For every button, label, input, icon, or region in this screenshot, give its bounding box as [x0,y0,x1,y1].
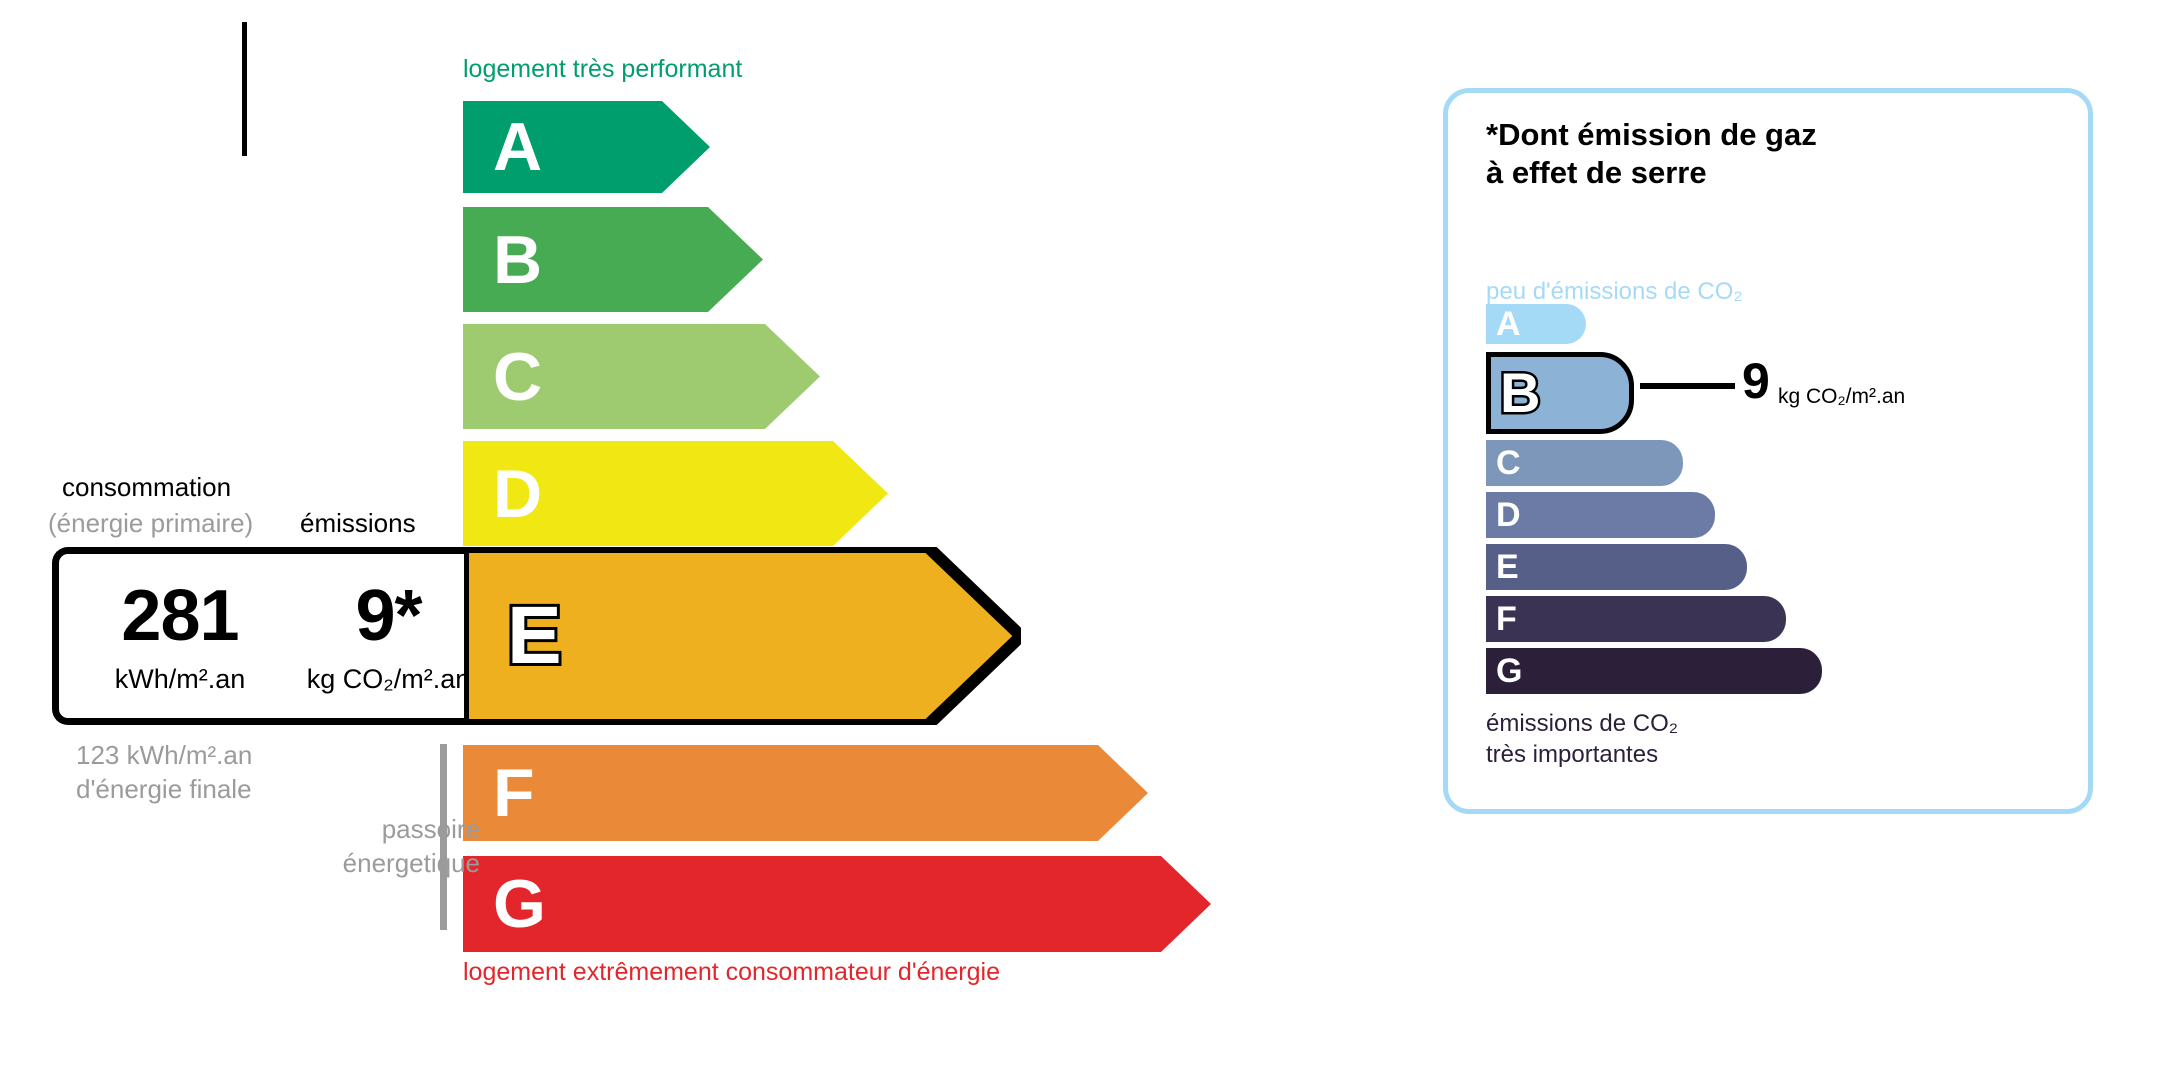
consumption-header-label: consommation [62,472,232,502]
co2-letter-a: A [1496,305,1521,343]
energy-letter-d: D [493,455,543,532]
co2-leader-line [1640,383,1735,389]
emissions-value: 9* [355,576,422,656]
energy-bar-g [463,856,1211,952]
energy-letter-b: B [493,221,543,298]
co2-bar-e [1486,544,1747,590]
energy-row-b: B [463,207,763,312]
energy-bar-b [463,207,763,312]
co2-row-f: F [1486,596,1786,642]
energy-row-a: A [463,101,710,193]
passoire-energetique-label: passoire énergetique [342,814,480,879]
energy-bar-d [463,441,888,546]
co2-bar-a [1486,304,1586,344]
co2-row-c: C [1486,440,1683,486]
consumption-unit: kWh/m².an [114,664,246,694]
energy-bar-c [463,324,820,429]
co2-bottom-caption: émissions de CO₂ très importantes [1486,710,1679,769]
energy-row-c: C [463,324,820,429]
consumption-value: 281 [121,576,239,656]
co2-bar-f [1486,596,1786,642]
co2-bar-d [1486,492,1715,538]
co2-value-unit: kg CO₂/m².an [1778,385,1906,408]
energy-row-g: G [463,856,1211,952]
energy-bottom-caption: logement extrêmement consommateur d'éner… [463,958,1000,986]
co2-bar-c [1486,440,1683,486]
co2-top-caption: peu d'émissions de CO₂ [1486,278,1743,305]
energy-value-box: 281 kWh/m².an 9* kg CO₂/m².an [52,547,470,725]
co2-letter-f: F [1496,600,1517,638]
energy-letter-f: F [493,755,535,831]
energy-letter-e: E [504,590,565,681]
energy-letter-a: A [493,109,543,185]
energy-letter-g: G [493,866,546,942]
co2-letter-g: G [1496,652,1523,690]
co2-value: 9 [1742,353,1770,409]
co2-letter-d: D [1496,496,1521,534]
co2-panel-title: *Dont émission de gaz à effet de serre [1486,117,1817,190]
value-box-divider [242,22,247,156]
consumption-header-sublabel: (énergie primaire) [48,508,254,538]
co2-row-b: B [1486,352,1634,434]
energy-row-e: E [463,547,1021,725]
emissions-cell: 9* kg CO₂/m².an [306,554,471,718]
co2-row-e: E [1486,544,1747,590]
co2-row-d: D [1486,492,1715,538]
co2-bar-b [1486,352,1634,434]
energy-bar-f [463,745,1148,841]
co2-letter-e: E [1496,548,1519,586]
energy-bar-e [463,547,1021,725]
consumption-cell: 281 kWh/m².an [59,554,301,718]
co2-letter-c: C [1496,444,1521,482]
energy-top-caption: logement très performant [463,55,743,83]
energy-row-d: D [463,441,888,546]
co2-row-g: G [1486,648,1822,694]
final-energy-note: 123 kWh/m².an d'énergie finale [76,740,253,805]
co2-letter-b: B [1497,361,1543,424]
emissions-header-label: émissions [300,508,416,538]
energy-bar-a [463,101,710,193]
co2-row-a: A [1486,304,1586,344]
co2-bar-g [1486,648,1822,694]
energy-letter-c: C [493,338,543,415]
energy-row-f: F [463,745,1148,841]
emissions-unit: kg CO₂/m².an [306,664,471,694]
passoire-energetique-rule [440,744,447,930]
